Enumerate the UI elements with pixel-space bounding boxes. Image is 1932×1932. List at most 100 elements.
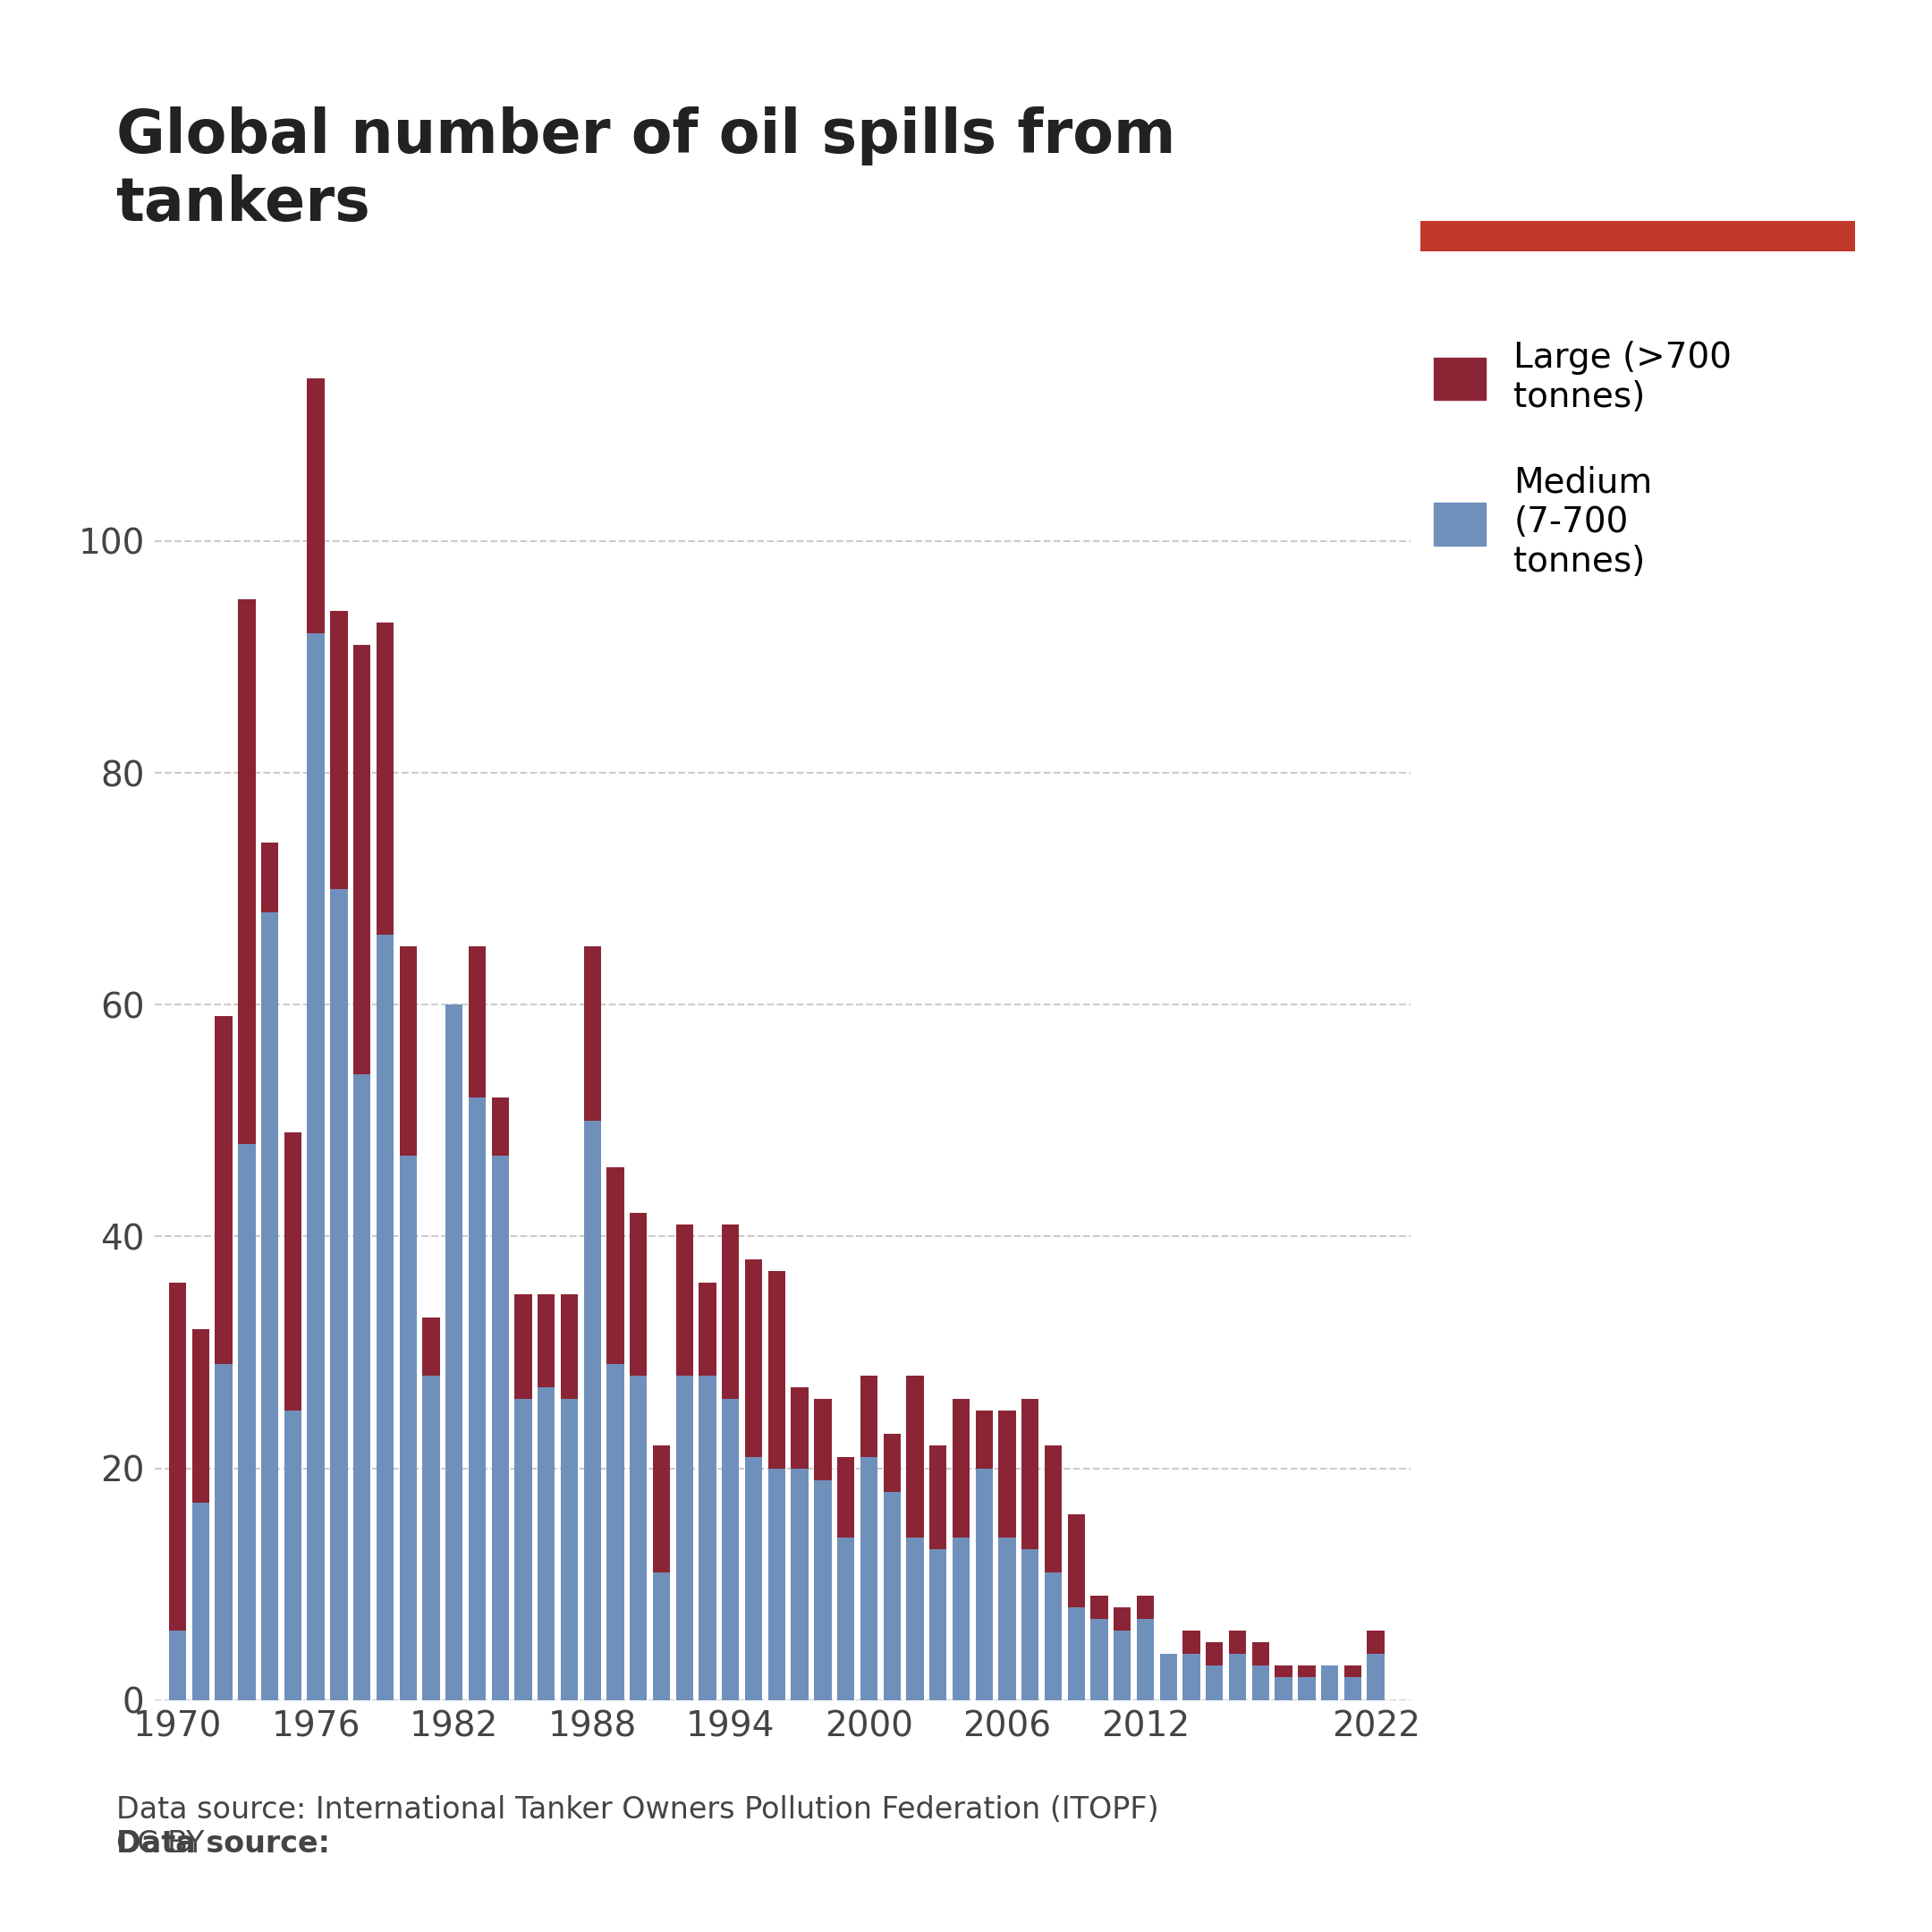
- Bar: [514, 1399, 531, 1700]
- Bar: [1345, 1677, 1362, 1700]
- Bar: [1206, 1665, 1223, 1700]
- Bar: [1092, 1619, 1107, 1700]
- Bar: [1321, 1665, 1339, 1700]
- Bar: [1113, 1631, 1130, 1700]
- Bar: [330, 611, 348, 889]
- Bar: [354, 1074, 371, 1700]
- Bar: [723, 1225, 740, 1399]
- Bar: [1136, 1596, 1153, 1619]
- Bar: [1252, 1665, 1269, 1700]
- Bar: [976, 1468, 993, 1700]
- Bar: [238, 599, 255, 1144]
- Bar: [630, 1376, 647, 1700]
- Bar: [790, 1468, 808, 1700]
- Bar: [330, 889, 348, 1700]
- Bar: [537, 1294, 554, 1387]
- Bar: [514, 1294, 531, 1399]
- Bar: [423, 1318, 440, 1376]
- Bar: [400, 947, 417, 1155]
- Bar: [1368, 1654, 1385, 1700]
- Bar: [746, 1260, 763, 1457]
- Bar: [377, 622, 394, 935]
- Bar: [607, 1167, 624, 1364]
- Bar: [952, 1399, 970, 1538]
- Bar: [1229, 1631, 1246, 1654]
- Bar: [168, 1283, 185, 1631]
- Bar: [191, 1329, 209, 1503]
- Bar: [1022, 1399, 1039, 1549]
- Bar: [1136, 1619, 1153, 1700]
- Bar: [1113, 1607, 1130, 1631]
- Bar: [860, 1457, 877, 1700]
- Bar: [1229, 1654, 1246, 1700]
- Bar: [906, 1538, 923, 1700]
- Bar: [699, 1376, 717, 1700]
- Bar: [238, 1144, 255, 1700]
- Bar: [790, 1387, 808, 1468]
- Bar: [560, 1399, 578, 1700]
- Bar: [423, 1376, 440, 1700]
- Bar: [999, 1538, 1016, 1700]
- Bar: [653, 1573, 670, 1700]
- Bar: [1345, 1665, 1362, 1677]
- Bar: [1252, 1642, 1269, 1665]
- Text: Global number of oil spills from
tankers: Global number of oil spills from tankers: [116, 106, 1175, 234]
- Bar: [400, 1155, 417, 1700]
- Bar: [976, 1410, 993, 1468]
- Bar: [354, 645, 371, 1074]
- Bar: [676, 1225, 694, 1376]
- Bar: [723, 1399, 740, 1700]
- Text: Our World
in Data: Our World in Data: [1538, 102, 1737, 176]
- Bar: [307, 379, 325, 634]
- Bar: [906, 1376, 923, 1538]
- Bar: [491, 1097, 508, 1155]
- Bar: [837, 1457, 854, 1538]
- Bar: [813, 1480, 831, 1700]
- Bar: [746, 1457, 763, 1700]
- Bar: [1275, 1665, 1293, 1677]
- Bar: [1092, 1596, 1107, 1619]
- Bar: [1298, 1665, 1316, 1677]
- Bar: [261, 842, 278, 912]
- Bar: [377, 935, 394, 1700]
- Bar: [469, 1097, 485, 1700]
- Legend: Large (>700
tonnes), Medium
(7-700
tonnes): Large (>700 tonnes), Medium (7-700 tonne…: [1434, 340, 1731, 580]
- Bar: [307, 634, 325, 1700]
- Bar: [491, 1155, 508, 1700]
- Bar: [1275, 1677, 1293, 1700]
- Bar: [676, 1376, 694, 1700]
- Text: Data source: International Tanker Owners Pollution Federation (ITOPF)
CC BY: Data source: International Tanker Owners…: [116, 1795, 1159, 1859]
- Bar: [769, 1468, 784, 1700]
- Bar: [560, 1294, 578, 1399]
- Bar: [699, 1283, 717, 1376]
- Bar: [1182, 1631, 1200, 1654]
- Bar: [607, 1364, 624, 1700]
- Bar: [1182, 1654, 1200, 1700]
- Bar: [1206, 1642, 1223, 1665]
- Text: Data source:: Data source:: [116, 1830, 330, 1859]
- Bar: [1368, 1631, 1385, 1654]
- Bar: [1068, 1607, 1086, 1700]
- Bar: [769, 1271, 784, 1468]
- Bar: [261, 912, 278, 1700]
- Bar: [537, 1387, 554, 1700]
- Bar: [813, 1399, 831, 1480]
- Bar: [1068, 1515, 1086, 1607]
- Bar: [1420, 220, 1855, 251]
- Bar: [284, 1132, 301, 1410]
- Bar: [837, 1538, 854, 1700]
- Bar: [653, 1445, 670, 1573]
- Bar: [446, 1005, 464, 1700]
- Bar: [952, 1538, 970, 1700]
- Bar: [583, 947, 601, 1121]
- Bar: [883, 1492, 900, 1700]
- Bar: [630, 1213, 647, 1376]
- Bar: [583, 1121, 601, 1700]
- Bar: [469, 947, 485, 1097]
- Bar: [1022, 1549, 1039, 1700]
- Bar: [1159, 1654, 1177, 1700]
- Bar: [214, 1016, 232, 1364]
- Bar: [284, 1410, 301, 1700]
- Bar: [214, 1364, 232, 1700]
- Bar: [929, 1445, 947, 1549]
